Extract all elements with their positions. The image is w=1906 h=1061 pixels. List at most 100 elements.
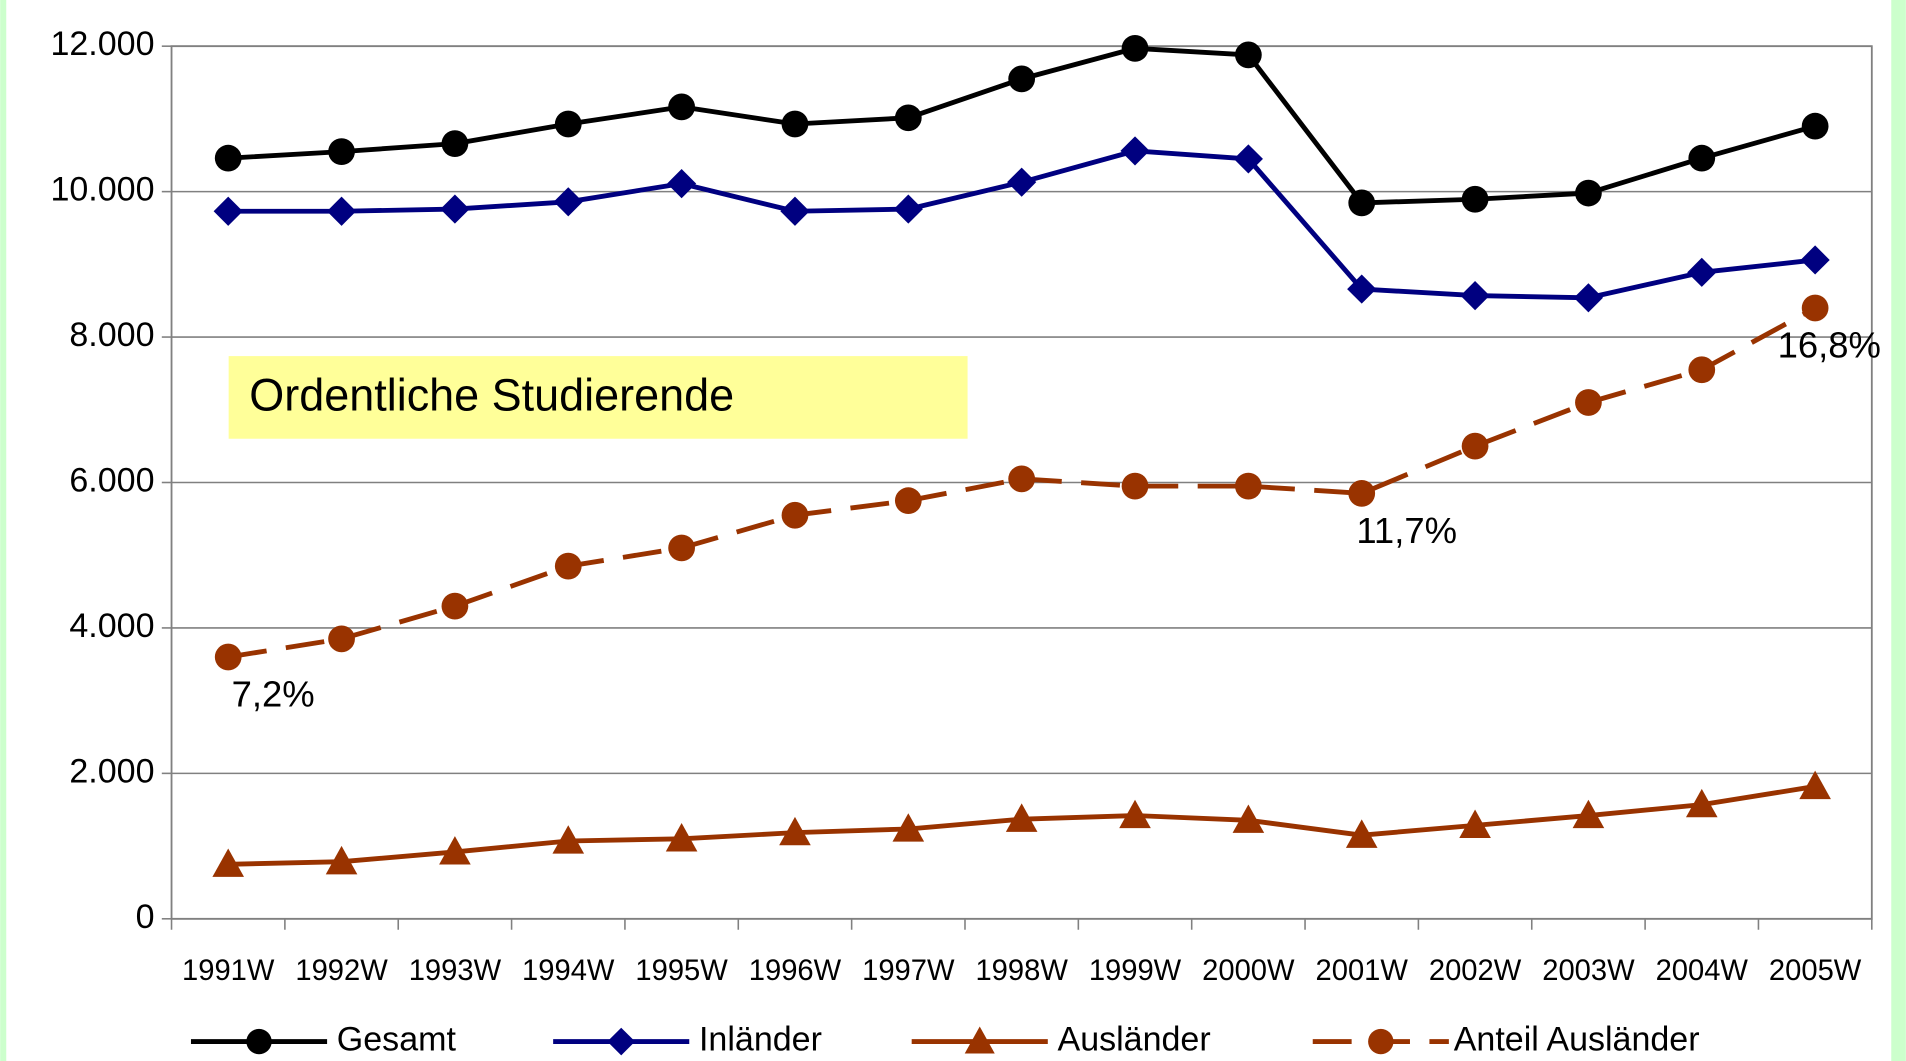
x-tick-label: 1996W [749,955,842,987]
marker [607,1027,636,1056]
marker [1575,179,1602,207]
marker [328,138,355,165]
marker [665,823,698,852]
marker [1685,788,1718,818]
y-tick-label: 4.000 [69,607,154,645]
marker [781,110,809,138]
marker [780,196,810,226]
marker [214,643,242,671]
marker [553,187,583,217]
y-tick-label: 8.000 [69,316,154,354]
marker [1801,294,1829,322]
marker [1121,34,1149,62]
marker [779,816,811,846]
marker [668,534,695,562]
marker [1120,136,1150,166]
x-tick-label: 1999W [1089,955,1182,987]
marker [554,110,582,138]
marker [1687,257,1717,287]
marker [1461,432,1489,460]
marker [1459,809,1491,839]
marker [328,625,355,653]
grid: 0 2.000 4.000 6.000 8.000 10.000 12.000 1991W 19… [50,25,1873,987]
marker [1235,41,1262,69]
marker [1799,770,1831,800]
y-tick-label: 6.000 [69,461,154,499]
data-label: 11,7% [1356,510,1457,551]
marker [667,169,697,199]
marker [1121,472,1149,500]
x-tick-label: 1994W [522,955,615,987]
marker [1232,804,1265,833]
marker [668,93,695,121]
marker [441,130,469,157]
annotation-box [228,356,968,439]
background [6,0,1892,1061]
y-tick-label: 0 [136,898,155,936]
marker [213,196,243,226]
marker [325,845,358,875]
x-tick-label: 1991W [182,955,275,987]
plot-border [170,45,1873,920]
marker [441,592,469,620]
marker [1348,480,1376,507]
marker [439,836,471,865]
marker [1008,465,1036,493]
x-tick-label: 1998W [975,955,1068,987]
marker [892,813,925,842]
marker [1233,144,1263,174]
marker [1345,819,1378,848]
marker [1688,144,1716,172]
data-label: 7,2% [232,674,315,715]
marker [1008,65,1036,93]
x-tick-label: 2002W [1429,955,1522,987]
marker [1119,799,1151,829]
marker [1235,472,1262,500]
x-tick-label: 2004W [1656,955,1749,987]
marker [1800,245,1830,275]
x-tick-label: 2003W [1542,955,1635,987]
marker [894,487,922,515]
marker [552,825,585,854]
marker [1575,389,1602,416]
x-tick-label: 1995W [635,955,728,987]
marker [214,144,242,172]
legend-label: Inländer [699,1021,822,1059]
marker [326,196,357,226]
legend-label: Ausländer [1058,1021,1211,1059]
y-tick-label: 2.000 [69,752,154,790]
marker [1572,799,1605,829]
marker [1007,167,1037,197]
marker [554,552,582,580]
marker [1573,283,1604,313]
legend-label: Anteil Ausländer [1454,1021,1700,1059]
marker [781,501,809,529]
x-tick-label: 2000W [1202,955,1295,987]
x-tick-label: 1992W [295,955,388,987]
marker [894,104,922,132]
x-tick-label: 2001W [1316,955,1409,987]
y-tick-label: 12.000 [50,25,154,63]
x-tick-label: 2005W [1769,955,1862,987]
y-tick-label: 10.000 [50,171,154,209]
marker [1801,112,1829,140]
marker [1688,356,1716,384]
data-label: 16,8% [1778,325,1881,366]
marker [1461,185,1489,213]
marker [964,1026,995,1054]
marker [893,194,923,224]
x-tick-label: 1997W [862,955,955,987]
series-line [227,305,1817,660]
marker [1348,189,1376,217]
marker [246,1028,272,1055]
marker [1460,281,1490,311]
marker [212,848,245,877]
x-tick-label: 1993W [409,955,502,987]
legend: Gesamt Inländer Ausländer Anteil Ausländer [190,1021,1700,1059]
marker [1368,1028,1394,1055]
marker [1005,803,1038,832]
series-layer: 7,2% 11,7% 16,8% [212,34,1881,877]
legend-label: Gesamt [337,1021,457,1059]
